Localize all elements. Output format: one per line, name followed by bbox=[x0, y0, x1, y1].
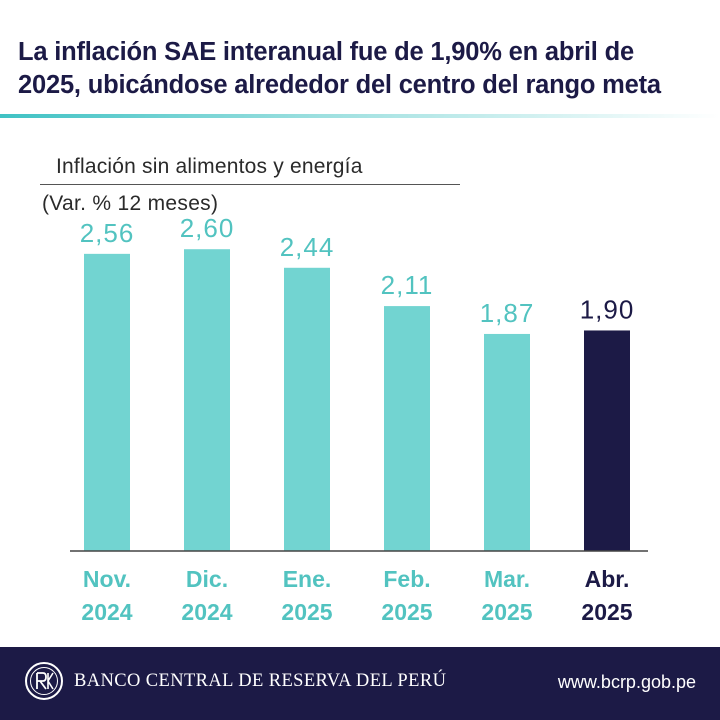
category-label: Nov. bbox=[83, 566, 131, 592]
bar-mar bbox=[484, 333, 530, 551]
website-link[interactable]: www.bcrp.gob.pe bbox=[557, 672, 696, 692]
value-label: 2,60 bbox=[180, 213, 235, 243]
value-label: 2,56 bbox=[80, 218, 135, 248]
category-label: 2024 bbox=[181, 599, 232, 625]
bar-feb bbox=[384, 306, 430, 551]
value-label: 2,11 bbox=[381, 270, 434, 300]
category-label: Mar. bbox=[484, 566, 530, 592]
category-label: Dic. bbox=[186, 566, 228, 592]
category-label: Ene. bbox=[283, 566, 332, 592]
category-label: 2025 bbox=[481, 599, 532, 625]
category-label: 2025 bbox=[281, 599, 332, 625]
category-label: 2025 bbox=[381, 599, 432, 625]
title-line-2: 2025, ubicándose alrededor del centro de… bbox=[18, 71, 661, 99]
category-label: Abr. bbox=[585, 566, 630, 592]
bar-ene bbox=[284, 267, 330, 551]
value-label: 1,90 bbox=[580, 294, 635, 324]
category-label: 2024 bbox=[81, 599, 132, 625]
page-title: La inflación SAE interanual fue de 1,90%… bbox=[18, 36, 708, 102]
chart-units: (Var. % 12 meses) bbox=[42, 192, 219, 215]
category-label: Feb. bbox=[383, 566, 430, 592]
bank-name: BANCO CENTRAL DE RESERVA DEL PERÚ bbox=[74, 671, 447, 691]
bar-dic bbox=[184, 249, 230, 551]
title-line-1: La inflación SAE interanual fue de 1,90%… bbox=[18, 38, 634, 66]
bar-nov bbox=[84, 253, 130, 551]
value-label: 2,44 bbox=[280, 232, 335, 262]
chart-title: Inflación sin alimentos y energía bbox=[56, 155, 363, 178]
category-label: 2025 bbox=[581, 599, 632, 625]
chart-title-underline bbox=[40, 184, 460, 185]
footer: BANCO CENTRAL DE RESERVA DEL PERÚ www.bc… bbox=[0, 647, 720, 720]
bar-abr bbox=[584, 330, 630, 551]
title-divider bbox=[0, 114, 720, 118]
value-label: 1,87 bbox=[480, 298, 535, 328]
bar-chart: 2,56 Nov. 2024 2,60 Dic. 2024 2,44 Ene. 2025 2,11… bbox=[70, 213, 648, 625]
bcrp-seal-icon bbox=[25, 662, 63, 700]
